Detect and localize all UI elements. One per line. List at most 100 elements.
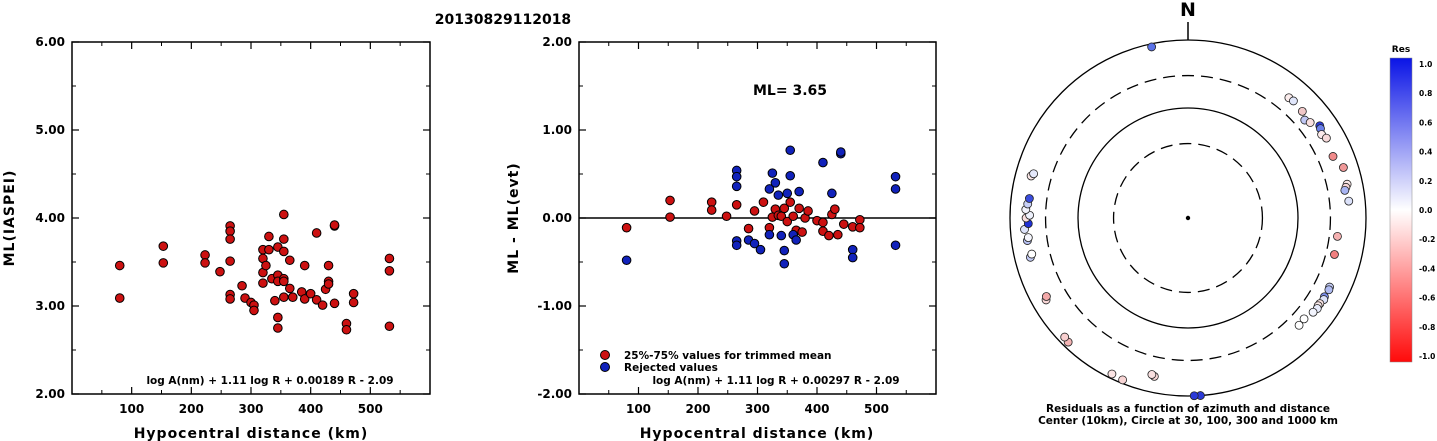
data-point (225, 256, 235, 266)
data-point (237, 280, 247, 291)
station-point (1024, 194, 1034, 203)
station-point (1289, 96, 1298, 106)
data-point (767, 168, 778, 178)
x-tick-label: 200 (685, 402, 710, 416)
data-point (311, 228, 322, 238)
distance-rings (1009, 39, 1367, 397)
data-point (341, 324, 352, 335)
data-point (764, 229, 775, 240)
data-point (384, 321, 395, 332)
data-point (279, 292, 289, 303)
x-tick-label: 400 (804, 402, 829, 416)
data-point (785, 145, 796, 156)
data-point (855, 214, 865, 225)
data-point (818, 157, 828, 168)
station-point (1339, 163, 1348, 172)
station-point (1107, 369, 1117, 379)
data-point (665, 195, 675, 206)
ring-300km (1044, 74, 1332, 362)
data-point (855, 222, 865, 233)
data-point (284, 283, 295, 294)
data-point (299, 260, 310, 271)
data-point (847, 244, 858, 255)
polar-caption-line1: Residuals as a function of azimuth and d… (1046, 403, 1330, 415)
station-residual-points (1020, 42, 1354, 401)
data-point (225, 234, 235, 244)
figure-title: 20130829112018 (435, 12, 571, 28)
data-point (836, 147, 846, 157)
data-point (706, 205, 717, 215)
data-point (225, 226, 235, 236)
colorbar-label: -0.2 (1419, 235, 1435, 244)
plot2-ticks: 100 200 300 400 500 -2.00 -1.00 0.00 1.00 2.00 (537, 35, 936, 416)
station-point (1041, 292, 1051, 301)
colorbar-gradient (1389, 57, 1413, 363)
data-point (329, 298, 340, 309)
data-point (833, 229, 843, 240)
data-point (311, 295, 322, 305)
data-point (785, 197, 796, 207)
colorbar-label: 0.4 (1419, 148, 1432, 157)
colorbar-label: 0.0 (1419, 206, 1432, 215)
data-point (731, 181, 742, 192)
data-point (890, 184, 901, 194)
station-point (1147, 42, 1157, 52)
residual-colorbar: Res 1.0 0.8 0.6 0.4 0.2 0.0 -0.2 -0.4 -0.6 -0.8 -1… (1389, 45, 1435, 363)
data-point (797, 227, 807, 237)
x-tick-label: 100 (626, 402, 651, 416)
data-point (773, 190, 784, 200)
x-tick-label: 500 (864, 402, 889, 416)
colorbar-label: -0.8 (1419, 323, 1435, 332)
north-label: N (1180, 0, 1196, 21)
y-tick-label: 2.00 (35, 387, 65, 401)
polar-caption-line2: Center (10km), Circle at 30, 100, 300 an… (1038, 415, 1338, 427)
x-tick-label: 300 (745, 402, 770, 416)
data-point (830, 204, 840, 214)
colorbar-label: 0.8 (1419, 89, 1432, 98)
data-point (779, 203, 790, 214)
plot2-ylabel: ML - ML(evt) (506, 162, 522, 273)
data-point (279, 276, 289, 287)
plot2-legend: 25%-75% values for trimmed mean Rejected… (600, 350, 832, 374)
station-point (1344, 196, 1354, 206)
station-point (1299, 314, 1309, 324)
station-point (1321, 133, 1331, 143)
data-point (758, 197, 769, 207)
plot2-formula: log A(nm) + 1.11 log R + 0.00297 R - 2.0… (652, 375, 899, 387)
colorbar-title: Res (1392, 45, 1410, 55)
data-point (279, 246, 289, 257)
data-point (264, 244, 274, 255)
data-point (284, 255, 295, 266)
data-point (782, 216, 793, 227)
station-point (1189, 391, 1199, 401)
data-point (890, 240, 901, 251)
data-point (323, 260, 334, 271)
data-point (261, 260, 271, 271)
data-point (794, 186, 804, 197)
data-point (755, 244, 766, 255)
station-point (1023, 233, 1033, 243)
colorbar-label: -1.0 (1419, 352, 1435, 361)
data-point (158, 241, 169, 251)
plot1-xlabel: Hypocentral distance (km) (134, 426, 369, 441)
data-point (158, 258, 169, 268)
data-point (764, 184, 775, 194)
data-point (665, 212, 675, 222)
station-point (1328, 152, 1338, 161)
data-point (329, 220, 340, 230)
ml-value-annotation: ML= 3.65 (753, 83, 827, 99)
station-point (1330, 250, 1339, 259)
data-point (279, 209, 289, 220)
data-point (114, 260, 125, 271)
data-point (731, 171, 742, 182)
data-point (323, 279, 334, 289)
station-point (1027, 249, 1037, 259)
data-point (791, 235, 801, 245)
y-tick-label: 1.00 (542, 123, 572, 137)
data-point (348, 288, 359, 299)
ring-100km (1077, 107, 1299, 329)
data-point (317, 300, 328, 310)
station-point (1060, 332, 1070, 342)
station-point (1029, 169, 1039, 179)
